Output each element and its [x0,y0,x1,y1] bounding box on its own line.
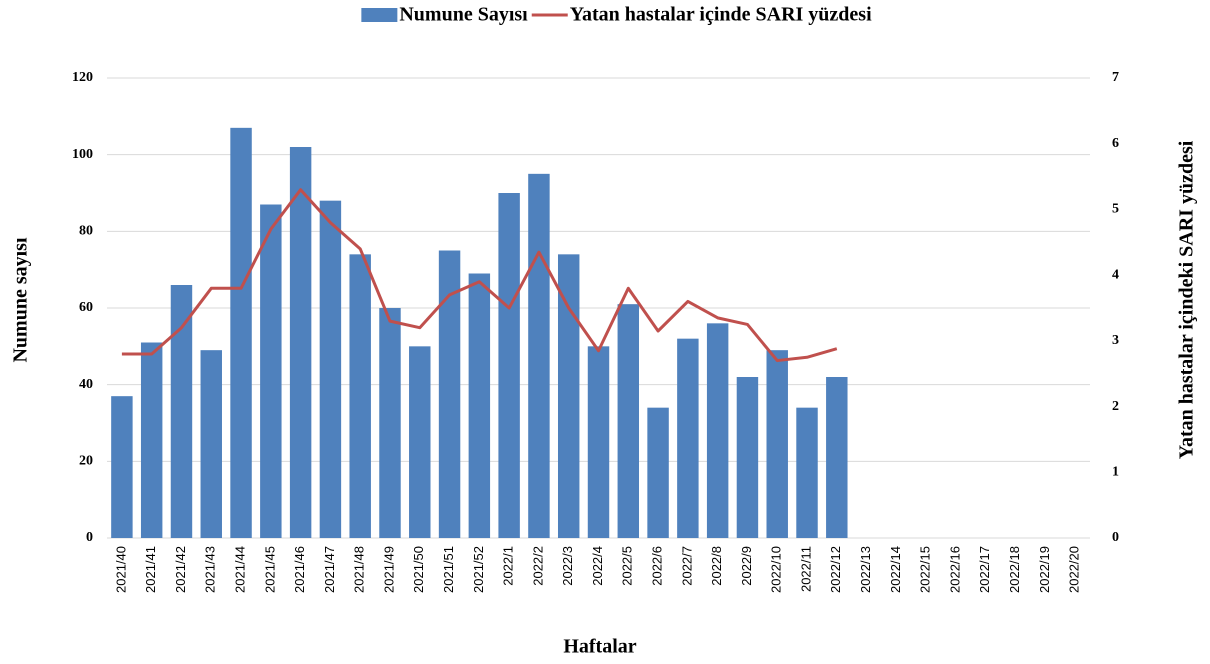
x-tick-label: 2022/8 [709,546,724,586]
x-tick-label: 2022/6 [650,546,665,586]
legend-label: Yatan hastalar içinde SARI yüzdesi [570,4,872,26]
x-tick-label: 2022/5 [620,546,635,586]
x-tick-label: 2021/52 [471,546,486,593]
x-tick-label: 2021/45 [262,546,277,593]
y2-tick-label: 6 [1112,136,1119,151]
bar [140,342,163,538]
y2-tick-label: 5 [1112,202,1119,217]
y-tick-label: 0 [86,530,93,545]
x-tick-label: 2022/16 [947,546,962,593]
bar [766,350,788,538]
y-tick-label: 20 [79,454,93,469]
y-axis-title: Numune sayısı [10,237,32,362]
y-tick-label: 60 [79,300,93,315]
legend-swatch [361,8,398,22]
bar [647,407,669,538]
x-tick-label: 2021/43 [203,546,218,593]
y2-tick-label: 4 [1112,267,1119,282]
x-tick-label: 2022/9 [739,546,754,586]
y2-tick-label: 3 [1112,333,1119,348]
x-tick-label: 2022/3 [560,546,575,586]
y-tick-label: 40 [79,377,93,392]
bar [230,127,252,538]
x-tick-label: 2022/1 [501,546,516,586]
x-tick-label: 2021/42 [173,546,188,593]
x-tick-label: 2022/13 [858,546,873,593]
bar [736,377,759,538]
bar [289,147,312,538]
y-tick-label: 100 [72,147,93,162]
x-tick-label: 2021/49 [381,546,396,593]
bar [498,193,520,538]
y-tick-label: 120 [72,70,93,85]
bar [379,308,401,538]
x-tick-label: 2022/17 [977,546,992,593]
x-tick-label: 2021/47 [322,546,337,593]
x-tick-label: 2021/41 [143,546,158,593]
x-tick-label: 2022/10 [769,546,784,593]
x-tick-label: 2022/7 [679,546,694,586]
x-tick-label: 2021/46 [292,546,307,593]
x-tick-label: 2022/15 [918,546,933,593]
x-tick-label: 2022/14 [888,546,903,593]
x-tick-label: 2022/11 [798,546,813,592]
bar [557,254,580,539]
bar [706,323,729,538]
bar [826,377,848,538]
bar [170,285,193,538]
y-tick-label: 80 [79,224,93,239]
bar [438,250,461,538]
legend-label: Numune Sayısı [399,4,528,26]
x-tick-label: 2022/12 [828,546,843,593]
bar [796,407,818,538]
x-tick-label: 2021/51 [441,546,456,593]
x-tick-label: 2021/50 [411,546,426,593]
y2-axis-title: Yatan hastalar içindeki SARI yüzdesi [1176,140,1198,459]
bar [528,173,550,539]
x-tick-label: 2021/40 [113,546,128,593]
x-tick-label: 2022/20 [1067,546,1082,593]
bar [409,346,431,538]
x-tick-label: 2022/4 [590,546,605,586]
bar [468,273,491,538]
bar [200,350,222,538]
bar [111,396,133,538]
x-tick-label: 2022/18 [1007,546,1022,593]
y2-tick-label: 0 [1112,530,1119,545]
x-tick-label: 2021/44 [232,546,247,593]
bar [319,200,342,538]
y2-tick-label: 1 [1112,465,1119,480]
line [121,188,838,363]
bar [349,254,371,539]
bar [260,204,282,538]
y2-tick-label: 2 [1112,399,1119,414]
bar [677,338,699,538]
y2-tick-label: 7 [1112,70,1119,85]
x-tick-label: 2021/48 [352,546,367,593]
bar [587,346,610,538]
x-tick-label: 2022/19 [1037,546,1052,593]
bar [617,304,640,538]
x-tick-label: 2022/2 [530,546,545,586]
x-axis-title: Haftalar [563,636,636,658]
